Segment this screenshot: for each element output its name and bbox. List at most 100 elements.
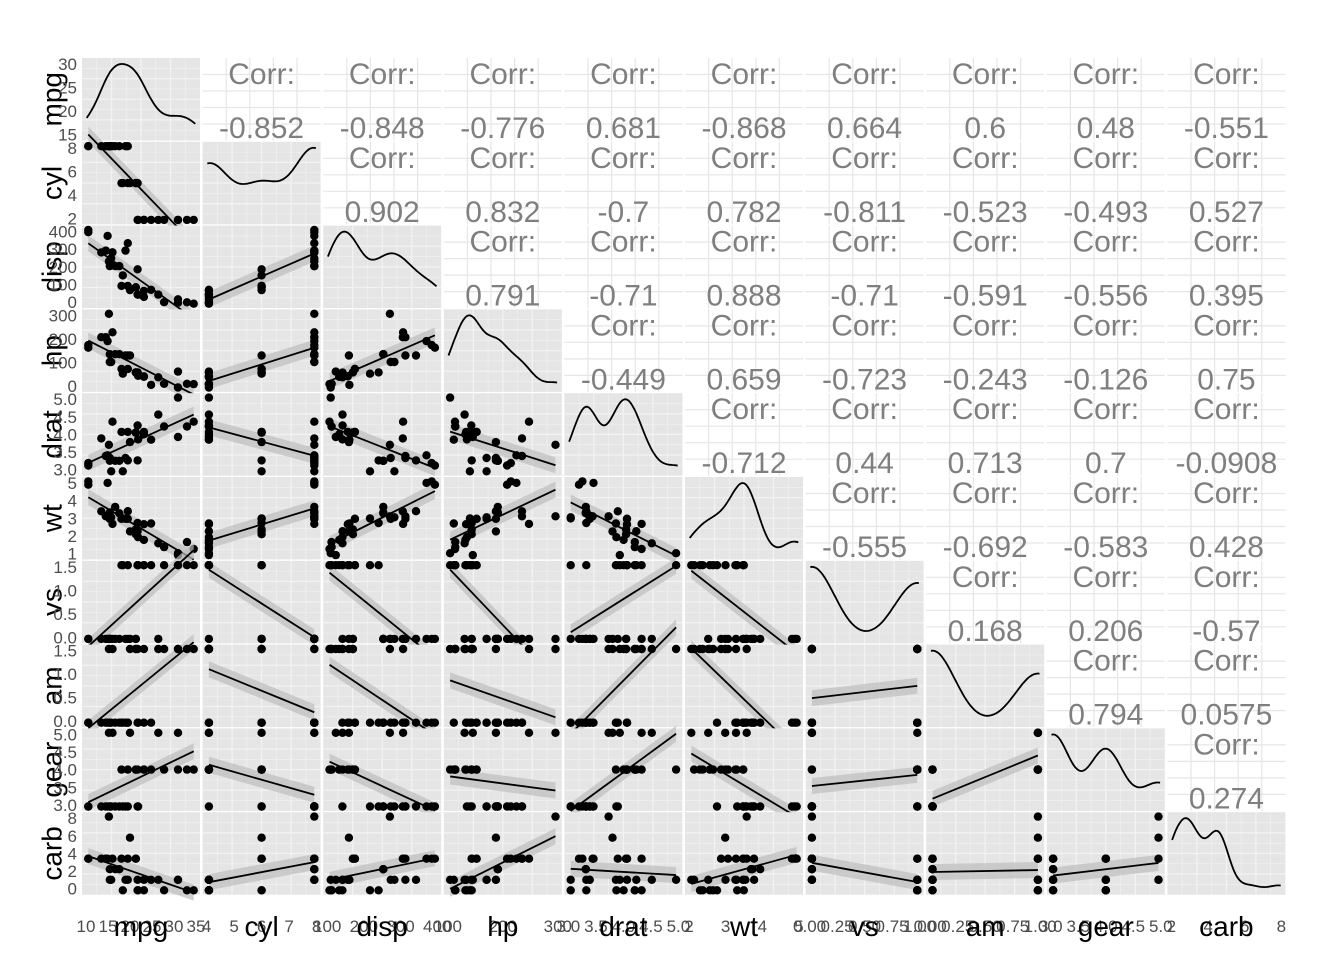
data-point xyxy=(1033,765,1043,774)
data-point xyxy=(913,875,922,884)
data-point xyxy=(582,875,591,884)
regression-line xyxy=(690,752,798,818)
data-point xyxy=(310,467,319,476)
regression-line xyxy=(208,569,315,638)
data-point xyxy=(310,417,319,426)
regression-line xyxy=(87,549,195,647)
data-point xyxy=(637,519,646,529)
corr-label: Corr: xyxy=(1072,309,1139,342)
data-point xyxy=(731,718,740,727)
data-point xyxy=(257,364,266,374)
data-point xyxy=(115,718,124,727)
data-point xyxy=(705,765,714,774)
data-point xyxy=(449,435,458,444)
panel-vs-carb: Corr: -0.57 xyxy=(1167,560,1286,648)
panel-vs-hp xyxy=(443,560,562,689)
data-point xyxy=(517,634,527,644)
panel-hp-cyl xyxy=(202,309,321,392)
corr-label: Corr: xyxy=(952,226,1019,259)
data-point xyxy=(386,357,395,367)
data-point xyxy=(343,520,352,529)
corr-value: -0.71 xyxy=(830,280,898,313)
col-label-mpg: mpg xyxy=(114,911,168,942)
data-point xyxy=(182,537,192,547)
panel-drat-mpg xyxy=(82,393,200,476)
corr-panel-bg xyxy=(1046,560,1165,644)
panel-drat-hp xyxy=(443,393,562,476)
data-point xyxy=(739,561,748,570)
data-point xyxy=(517,507,527,516)
data-point xyxy=(133,561,142,570)
data-point xyxy=(327,542,336,552)
data-point xyxy=(756,634,765,644)
corr-label: Corr: xyxy=(469,58,536,91)
density-curve xyxy=(930,649,1040,717)
data-point xyxy=(517,434,527,443)
data-point xyxy=(108,417,117,426)
corr-panel-bg xyxy=(1167,644,1286,728)
corr-value: 0.527 xyxy=(1189,196,1264,229)
regression-line xyxy=(329,664,436,736)
data-point xyxy=(344,728,354,737)
data-point xyxy=(566,875,575,884)
corr-label: Corr: xyxy=(831,393,898,426)
data-point xyxy=(807,854,817,863)
corr-label: Corr: xyxy=(1072,561,1139,594)
data-point xyxy=(712,561,722,570)
x-tick-label: 300 xyxy=(386,917,414,936)
corr-label: Corr: xyxy=(711,226,778,259)
data-point xyxy=(721,561,730,570)
data-point xyxy=(913,718,922,727)
corr-label: Corr: xyxy=(1193,309,1260,342)
data-point xyxy=(146,561,156,570)
corr-label: Corr: xyxy=(1072,393,1139,426)
data-point xyxy=(386,718,395,727)
data-point xyxy=(493,865,502,874)
corr-value: 0.428 xyxy=(1189,531,1264,564)
col-label-disp: disp xyxy=(357,911,408,942)
data-point xyxy=(491,644,501,654)
panel-wt-hp xyxy=(443,477,562,560)
corr-panel-bg xyxy=(805,58,924,141)
data-point xyxy=(482,634,491,644)
x-tick-label: 200 xyxy=(489,917,517,936)
panel-carb-vs xyxy=(805,812,924,895)
corr-label: Corr: xyxy=(831,58,898,91)
data-point xyxy=(637,634,646,644)
regression-line xyxy=(811,774,918,787)
data-point xyxy=(374,886,383,895)
corr-label: Corr: xyxy=(711,393,778,426)
y-tick-label: 100 xyxy=(49,275,77,294)
data-point xyxy=(467,421,476,430)
y-tick-label: 2 xyxy=(68,209,77,228)
data-point xyxy=(107,467,116,476)
data-point xyxy=(622,561,632,570)
data-point xyxy=(622,875,632,884)
data-point xyxy=(257,854,266,863)
y-tick-label: 5 xyxy=(68,474,77,493)
y-tick-label: 30 xyxy=(58,55,77,74)
data-point xyxy=(739,886,748,895)
data-point xyxy=(331,550,340,560)
corr-label: Corr: xyxy=(1193,58,1260,91)
data-point xyxy=(451,644,460,654)
y-tick-label: 5.0 xyxy=(53,725,77,744)
data-point xyxy=(310,854,319,863)
regression-line xyxy=(208,507,315,542)
data-point xyxy=(131,634,140,644)
data-point xyxy=(731,634,741,644)
corr-label: Corr: xyxy=(1193,728,1260,761)
data-point xyxy=(310,812,319,821)
data-point xyxy=(84,228,93,237)
data-point xyxy=(133,875,142,884)
y-tick-label: 0 xyxy=(68,377,77,396)
data-point xyxy=(310,231,319,241)
data-point xyxy=(385,644,395,654)
data-point xyxy=(133,765,142,774)
y-tick-label: 6 xyxy=(68,827,77,846)
panel-vs-cyl xyxy=(202,560,321,646)
data-point xyxy=(108,519,117,529)
data-point xyxy=(133,718,143,727)
panel-am-gear: Corr: 0.794 xyxy=(1046,644,1165,732)
data-point xyxy=(365,369,375,378)
